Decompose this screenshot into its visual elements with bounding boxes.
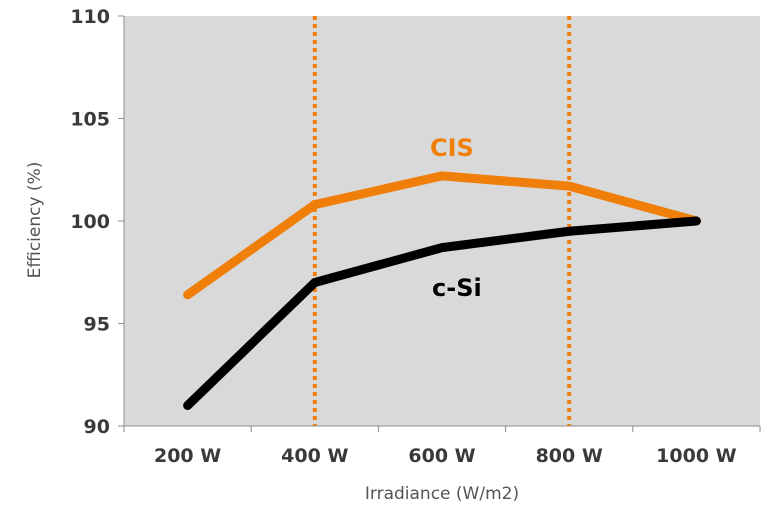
x-tick-label: 1000 W: [656, 445, 736, 467]
series-line-cis: [183, 171, 701, 300]
x-tick-label: 400 W: [281, 445, 348, 467]
series-line-c-si: [183, 216, 701, 410]
series-label-cis: CIS: [430, 134, 474, 162]
x-tick-label: 600 W: [408, 445, 475, 467]
x-tick-label: 200 W: [154, 445, 221, 467]
y-tick-label: 95: [84, 314, 110, 336]
series-label-csi: c-Si: [432, 274, 482, 302]
y-axis-title: Efficiency (%): [25, 162, 45, 279]
y-tick-label: 105: [70, 109, 110, 131]
x-axis-title: Irradiance (W/m2): [365, 484, 519, 504]
x-tick-label: 800 W: [536, 445, 603, 467]
y-tick-label: 90: [84, 416, 110, 438]
y-tick-label: 110: [70, 6, 110, 28]
y-tick-label: 100: [70, 211, 110, 233]
